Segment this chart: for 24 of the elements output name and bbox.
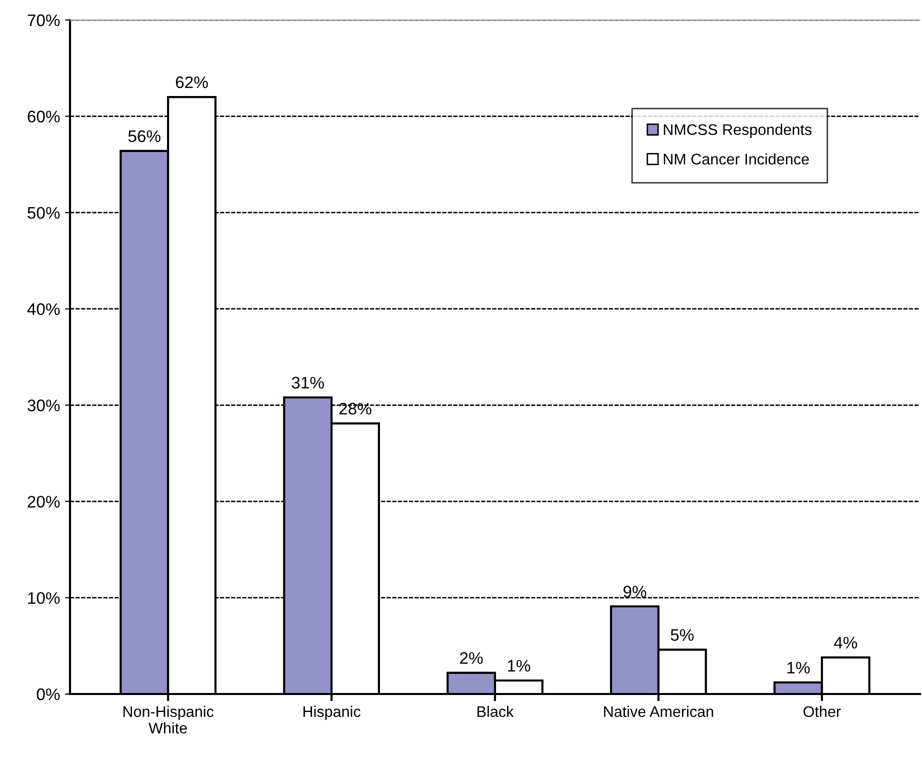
data-label: 9% bbox=[623, 586, 646, 598]
data-label: 2% bbox=[460, 652, 483, 664]
y-tick-label: 20% bbox=[28, 496, 60, 508]
x-tick-label: Native American bbox=[604, 706, 714, 718]
data-label: 5% bbox=[670, 629, 694, 641]
x-tick-label: Non-Hispanic White bbox=[123, 706, 214, 734]
legend-label: NMCSS Respondents bbox=[664, 124, 812, 138]
y-tick-label: 10% bbox=[28, 592, 60, 604]
x-tick-label: Hispanic bbox=[304, 706, 360, 720]
x-tick-label: Black bbox=[478, 706, 514, 718]
data-label: 1% bbox=[508, 660, 530, 672]
y-tick-label: 50% bbox=[28, 206, 60, 219]
y-tick-label: 0% bbox=[36, 688, 60, 700]
data-label: 56% bbox=[128, 130, 160, 142]
data-label: 4% bbox=[834, 636, 858, 648]
legend-label: NM Cancer Incidence bbox=[664, 153, 809, 165]
y-tick-label: 70% bbox=[28, 14, 60, 26]
data-label: 1% bbox=[787, 662, 810, 674]
y-tick-label: 30% bbox=[28, 400, 60, 412]
y-tick-label: 40% bbox=[27, 303, 60, 316]
x-tick-label: Other bbox=[804, 706, 841, 718]
data-label: 62% bbox=[176, 76, 208, 88]
y-tick-label: 60% bbox=[28, 110, 60, 122]
data-label: 31% bbox=[292, 376, 324, 389]
